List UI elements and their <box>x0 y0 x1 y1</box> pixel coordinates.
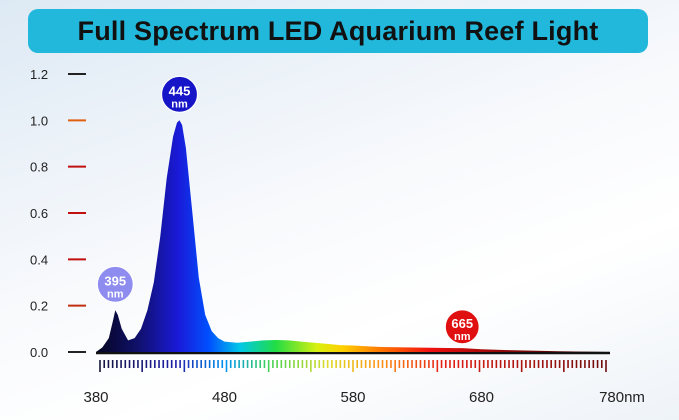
y-tick-label: 0.0 <box>30 345 48 360</box>
y-tick-label: 0.6 <box>30 206 48 221</box>
x-tick-label: 380 <box>83 389 108 406</box>
page-title: Full Spectrum LED Aquarium Reef Light <box>77 15 599 46</box>
y-tick-label: 0.4 <box>30 252 48 267</box>
x-tick-label: 780nm <box>599 389 645 406</box>
y-tick-label: 1.0 <box>30 113 48 128</box>
y-tick-label: 0.8 <box>30 160 48 175</box>
peak-unit-label: nm <box>454 331 471 343</box>
peak-badge-circle <box>160 75 199 113</box>
x-tick-label: 480 <box>212 389 237 406</box>
peak-badge-circle <box>444 309 480 345</box>
spectrum-area <box>96 120 610 352</box>
peak-unit-label: nm <box>171 98 188 110</box>
peak-value-label: 395 <box>104 273 126 288</box>
y-tick-label: 0.2 <box>30 299 48 314</box>
y-tick-label: 1.2 <box>30 67 48 82</box>
x-tick-label: 580 <box>340 389 365 406</box>
series-layer <box>96 120 610 352</box>
title-banner: Full Spectrum LED Aquarium Reef Light <box>28 9 648 53</box>
y-axis: 0.0 0.2 0.4 0.6 0.8 1.0 1.2 <box>30 67 86 360</box>
x-tick-label: 680 <box>469 389 494 406</box>
x-axis: 380 480 580 680 780nm <box>83 351 645 406</box>
peak-unit-label: nm <box>107 288 124 300</box>
peak-value-label: 665 <box>451 316 473 331</box>
peak-value-label: 445 <box>169 83 191 98</box>
peak-badge-circle <box>96 265 134 303</box>
